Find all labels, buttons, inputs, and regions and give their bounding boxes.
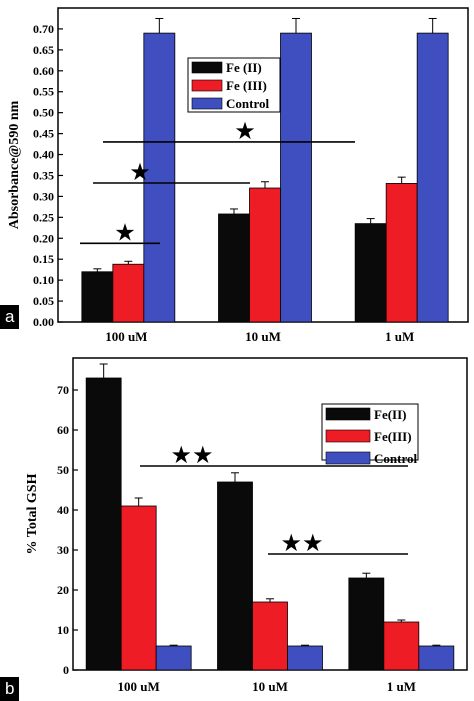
legend-swatch [191,79,223,92]
legend-swatch [325,429,371,443]
bar [280,32,312,323]
panel-label-box [0,677,19,701]
bar [81,271,114,323]
bar [85,377,122,671]
y-tick-label: 0.00 [33,315,54,329]
significance-star: ★ [114,220,136,246]
bar [217,481,253,671]
significance-star: ★★ [280,531,323,557]
bar [155,645,192,671]
legend-label: Control [374,451,417,466]
legend-swatch [325,407,371,421]
legend-swatch [325,451,371,465]
y-tick-label: 0.15 [33,252,54,266]
legend-swatch [191,61,223,74]
y-tick-label: 20 [57,583,69,597]
y-tick-label: 0 [63,663,69,677]
significance-star: ★★ [170,443,213,469]
panel-label: a [5,307,15,326]
panel-label: b [5,679,14,698]
bar [143,32,176,323]
bar [354,223,387,323]
y-tick-label: 0.70 [33,22,54,36]
bar [416,32,449,323]
y-tick-label: 0.35 [33,168,54,182]
bar [218,213,250,323]
bar [383,621,420,671]
y-tick-label: 0.20 [33,231,54,245]
bar [252,601,288,671]
y-tick-label: 10 [57,623,69,637]
y-tick-label: 0.25 [33,210,54,224]
y-tick-label: 0.50 [33,106,54,120]
x-category-label: 10 uM [245,329,281,344]
bar [120,505,157,671]
significance-star: ★ [234,119,256,145]
y-tick-label: 70 [57,383,69,397]
y-tick-label: 0.10 [33,273,54,287]
x-category-label: 1 uM [385,329,414,344]
y-tick-label: 30 [57,543,69,557]
y-tick-label: 0.30 [33,189,54,203]
bar [112,263,145,323]
panel-b-chart: 0 10 20 30 40 50 60 70 % Total GSH 100 uM 10 uM 1 u… [0,357,468,701]
y-axis-title: Absorbance@590 nm [7,100,22,229]
panel-a-chart: 0.00 0.05 0.10 0.15 0.20 0.25 0.30 0.35 0.40 0.45… [0,7,469,344]
bar [418,645,455,671]
y-tick-label: 0.60 [33,64,54,78]
x-category-label: 100 uM [118,679,160,694]
legend-swatch [191,97,223,110]
legend-label: Fe (III) [226,78,267,93]
x-category-label: 100 uM [105,329,147,344]
legend-label: Control [226,96,269,111]
x-category-label: 10 uM [252,679,288,694]
bar [249,187,281,323]
x-category-label: 1 uM [387,679,416,694]
bar [385,183,418,323]
legend-label: Fe (II) [226,60,262,75]
significance-star: ★ [129,160,151,186]
panel-label-box [0,305,19,329]
y-tick-label: 0.45 [33,127,54,141]
legend-label: Fe(II) [374,407,407,422]
y-tick-label: 0.55 [33,85,54,99]
y-tick-label: 40 [57,503,69,517]
y-axis-title: % Total GSH [25,473,40,554]
y-tick-label: 50 [57,463,69,477]
y-tick-label: 60 [57,423,69,437]
legend-label: Fe(III) [374,429,412,444]
y-tick-label: 0.40 [33,148,54,162]
bar [287,645,323,671]
y-tick-label: 0.65 [33,43,54,57]
y-tick-label: 0.05 [33,294,54,308]
bar [348,577,385,671]
